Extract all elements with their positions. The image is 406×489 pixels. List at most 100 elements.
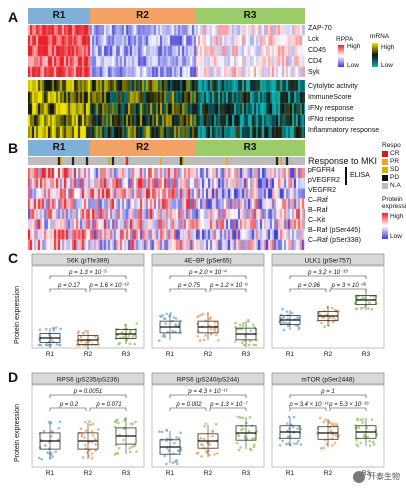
data-point [368, 301, 371, 305]
x-tick-label: R1 [46, 351, 55, 358]
data-point [328, 316, 332, 320]
data-point [38, 328, 42, 332]
protein-legend-high: High [390, 213, 404, 220]
data-point [251, 437, 254, 440]
data-point [55, 343, 59, 346]
data-point [84, 429, 88, 432]
data-point [370, 418, 374, 421]
data-point [330, 423, 334, 426]
row-label-lck: Lck [308, 36, 319, 43]
data-point [94, 343, 97, 347]
data-point [241, 416, 244, 420]
protein-legend-low: Low [390, 233, 402, 240]
elisa-label: ELISA [350, 172, 370, 179]
group-bar-r3-b: R3 [195, 140, 305, 156]
data-point [355, 307, 358, 311]
data-point [201, 443, 205, 447]
data-point [206, 441, 209, 445]
response-legend-sd: SD [390, 166, 400, 173]
data-point [214, 333, 218, 337]
data-point [94, 449, 97, 452]
data-point [135, 322, 139, 325]
data-point [177, 437, 181, 440]
p-value-left: p = 0.17 [57, 283, 81, 289]
bracket-top [289, 394, 367, 398]
data-point [52, 327, 56, 331]
data-point [176, 449, 180, 453]
data-point [335, 424, 339, 427]
data-point [297, 326, 301, 329]
data-point [213, 320, 217, 324]
data-point [361, 418, 364, 421]
response-legend-pr: PR [390, 158, 400, 165]
data-point [289, 443, 292, 447]
data-point [174, 317, 178, 320]
data-point [322, 420, 326, 424]
data-point [355, 443, 358, 446]
bracket-left [169, 288, 207, 292]
p-value-right: p = 0.071 [95, 402, 121, 408]
data-point [361, 294, 364, 298]
data-point [134, 420, 137, 424]
data-point [93, 437, 97, 441]
data-point [204, 422, 208, 426]
data-point [368, 439, 372, 443]
data-point [323, 325, 326, 329]
data-point [246, 318, 250, 322]
data-point [359, 307, 363, 310]
x-tick-label: R2 [204, 351, 213, 358]
data-point [363, 433, 366, 437]
response-legend-pr-swatch [382, 159, 388, 165]
data-point [248, 339, 252, 343]
data-point [204, 319, 208, 322]
p-value-top: p = 0.0051 [73, 389, 103, 395]
data-point [213, 453, 216, 456]
data-point [295, 442, 299, 445]
bracket-top [289, 275, 367, 279]
legend-mrna-high: High [381, 44, 395, 51]
p-value-left: p = 0.75 [177, 283, 201, 289]
data-point [196, 451, 200, 455]
data-point [299, 443, 303, 446]
p-value-left: p = 3.4 × 10⁻¹¹ [288, 402, 328, 408]
bracket-top [49, 394, 127, 398]
data-point [249, 329, 253, 333]
data-point [281, 316, 284, 320]
data-point [359, 441, 362, 445]
data-point [287, 415, 291, 419]
data-point [91, 422, 95, 426]
box-title-strip [31, 372, 145, 385]
data-point [44, 444, 47, 447]
protein-legend-bar [382, 213, 388, 239]
data-point [88, 420, 91, 423]
data-point [50, 435, 53, 438]
bracket-top [169, 394, 247, 398]
box-title: ULK1 (pSer757) [305, 258, 352, 265]
data-point [40, 458, 43, 461]
p-value-right: p = 5.3 × 10⁻¹⁶ [328, 401, 369, 408]
p-value-left: p = 0.002 [175, 402, 202, 408]
data-point [286, 324, 290, 328]
data-point [117, 446, 121, 450]
data-point [209, 316, 213, 319]
data-point [122, 438, 125, 442]
bracket-left [49, 288, 87, 292]
data-point [245, 421, 248, 425]
row-label-cd4: CD4 [308, 58, 323, 65]
data-point [123, 419, 126, 422]
data-point [290, 311, 294, 315]
data-point [82, 332, 86, 335]
data-point [252, 343, 256, 347]
box-title-strip [271, 372, 385, 385]
box-title: 4E–BP (pSer65) [184, 258, 231, 265]
row-label-zap70: ZAP-70 [308, 25, 332, 32]
data-point [37, 456, 41, 460]
data-point [254, 343, 258, 347]
data-point [249, 448, 253, 452]
data-point [319, 447, 323, 450]
x-tick-label: R1 [166, 470, 175, 477]
data-point [211, 430, 214, 434]
legend-rppa-title: RPPA [336, 36, 354, 43]
data-point [57, 426, 61, 430]
data-point [199, 313, 202, 317]
